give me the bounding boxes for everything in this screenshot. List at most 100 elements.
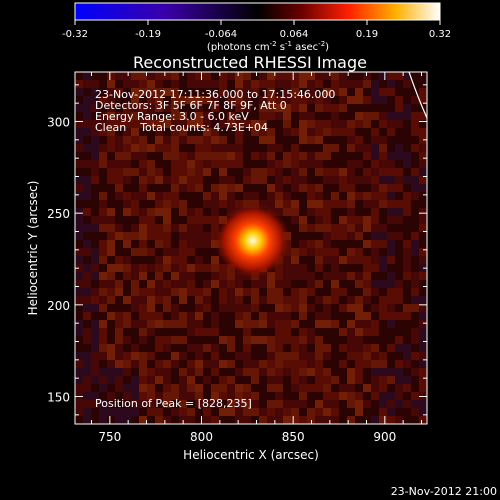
heatmap-cell: [75, 80, 83, 88]
heatmap-cell: [251, 184, 259, 192]
heatmap-cell: [419, 224, 427, 232]
heatmap-cell: [307, 248, 315, 256]
heatmap-cell: [371, 312, 379, 320]
heatmap-cell: [307, 216, 315, 224]
heatmap-cell: [163, 240, 171, 248]
heatmap-cell: [307, 368, 315, 376]
heatmap-cell: [243, 136, 251, 144]
heatmap-cell: [339, 320, 347, 328]
heatmap-cell: [179, 176, 187, 184]
heatmap-cell: [131, 152, 139, 160]
heatmap-cell: [163, 416, 171, 424]
heatmap-cell: [395, 104, 403, 112]
heatmap-cell: [355, 104, 363, 112]
heatmap-cell: [139, 248, 147, 256]
heatmap-cell: [187, 328, 195, 336]
heatmap-cell: [107, 112, 115, 120]
heatmap-cell: [267, 192, 275, 200]
heatmap-cell: [379, 408, 387, 416]
heatmap-cell: [299, 304, 307, 312]
heatmap-cell: [139, 232, 147, 240]
heatmap-cell: [363, 264, 371, 272]
heatmap-cell: [75, 408, 83, 416]
heatmap-cell: [347, 144, 355, 152]
heatmap-cell: [307, 400, 315, 408]
heatmap-cell: [275, 312, 283, 320]
heatmap-cell: [163, 88, 171, 96]
heatmap-cell: [419, 88, 427, 96]
heatmap-cell: [243, 192, 251, 200]
heatmap-cell: [379, 96, 387, 104]
heatmap-cell: [203, 352, 211, 360]
heatmap-cell: [387, 272, 395, 280]
heatmap-cell: [307, 328, 315, 336]
heatmap-cell: [155, 72, 163, 80]
heatmap-cell: [275, 168, 283, 176]
heatmap-cell: [355, 144, 363, 152]
heatmap-cell: [347, 168, 355, 176]
heatmap-cell: [147, 352, 155, 360]
heatmap-cell: [339, 96, 347, 104]
heatmap-cell: [131, 224, 139, 232]
heatmap-cell: [355, 200, 363, 208]
heatmap-cell: [275, 208, 283, 216]
heatmap-cell: [379, 344, 387, 352]
heatmap-cell: [395, 392, 403, 400]
heatmap-cell: [387, 112, 395, 120]
heatmap-cell: [283, 304, 291, 312]
heatmap-cell: [299, 328, 307, 336]
heatmap-cell: [115, 336, 123, 344]
heatmap-cell: [387, 192, 395, 200]
heatmap-cell: [131, 184, 139, 192]
heatmap-cell: [147, 112, 155, 120]
heatmap-cell: [123, 144, 131, 152]
heatmap-cell: [331, 376, 339, 384]
heatmap-cell: [363, 368, 371, 376]
heatmap-cell: [371, 288, 379, 296]
heatmap-cell: [267, 352, 275, 360]
heatmap-cell: [99, 240, 107, 248]
heatmap-cell: [171, 312, 179, 320]
heatmap-cell: [163, 288, 171, 296]
heatmap-cell: [411, 360, 419, 368]
heatmap-cell: [403, 264, 411, 272]
heatmap-cell: [347, 200, 355, 208]
heatmap-cell: [219, 264, 227, 272]
heatmap-cell: [115, 128, 123, 136]
heatmap-cell: [83, 224, 91, 232]
heatmap-cell: [403, 272, 411, 280]
heatmap-cell: [171, 360, 179, 368]
heatmap-cell: [123, 192, 131, 200]
heatmap-cell: [355, 304, 363, 312]
x-axis-label: Heliocentric X (arcsec): [183, 448, 319, 462]
heatmap-cell: [323, 368, 331, 376]
heatmap-cell: [403, 320, 411, 328]
heatmap-cell: [259, 296, 267, 304]
heatmap-cell: [347, 80, 355, 88]
heatmap-cell: [251, 280, 259, 288]
heatmap-cell: [251, 296, 259, 304]
heatmap-cell: [139, 328, 147, 336]
heatmap-cell: [355, 208, 363, 216]
heatmap-cell: [99, 408, 107, 416]
heatmap-cell: [163, 256, 171, 264]
heatmap-cell: [91, 144, 99, 152]
heatmap-cell: [91, 72, 99, 80]
heatmap-cell: [227, 328, 235, 336]
heatmap-cell: [411, 240, 419, 248]
heatmap-cell: [291, 416, 299, 424]
heatmap-cell: [363, 256, 371, 264]
heatmap-cell: [91, 336, 99, 344]
heatmap-cell: [115, 240, 123, 248]
heatmap-cell: [411, 320, 419, 328]
heatmap-cell: [315, 352, 323, 360]
heatmap-cell: [379, 224, 387, 232]
heatmap-cell: [179, 328, 187, 336]
heatmap-cell: [419, 416, 427, 424]
heatmap-cell: [75, 344, 83, 352]
heatmap-cell: [283, 384, 291, 392]
heatmap-cell: [299, 312, 307, 320]
heatmap-cell: [371, 272, 379, 280]
heatmap-cell: [355, 336, 363, 344]
heatmap-cell: [155, 224, 163, 232]
